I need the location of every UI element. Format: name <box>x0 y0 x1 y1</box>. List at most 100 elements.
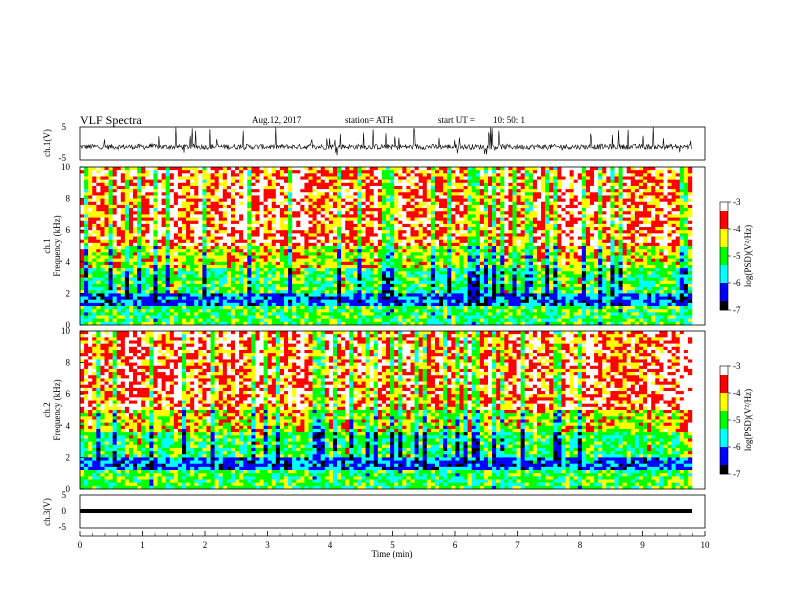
spectrogram-cell <box>447 208 452 212</box>
spectrogram-cell <box>471 252 476 256</box>
spectrogram-cell <box>161 167 166 171</box>
spectrogram-cell <box>328 296 334 300</box>
spectrogram-cell <box>471 290 476 294</box>
spectrogram-cell <box>373 220 379 225</box>
spectrogram-cell <box>386 192 391 196</box>
spectrogram-cell <box>186 318 191 323</box>
spectrogram-cell <box>471 302 476 307</box>
spectrogram-cell <box>165 280 170 285</box>
spectrogram-cell <box>259 201 264 206</box>
spectrogram-cell <box>141 277 146 281</box>
spectrogram-cell <box>255 227 260 231</box>
spectrogram-cell <box>345 306 350 310</box>
spectrogram-cell <box>357 264 362 269</box>
spectrogram-cell <box>194 239 199 244</box>
spectrogram-cell <box>304 170 309 174</box>
spectrogram-cell <box>210 198 215 202</box>
spectrogram-cell <box>430 179 436 183</box>
spectrogram-cell <box>308 182 313 187</box>
spectrogram-cell <box>202 239 207 244</box>
spectrogram-cell <box>398 274 403 278</box>
spectrogram-cell <box>398 173 403 177</box>
spectrogram-cell <box>104 287 109 291</box>
spectrogram-cell <box>377 214 383 218</box>
spectrogram-cell <box>210 306 215 310</box>
spectrogram-cell <box>88 321 93 326</box>
spectrogram-cell <box>153 192 158 196</box>
spectrogram-cell <box>455 230 460 234</box>
spectrogram-cell <box>284 264 289 269</box>
spectrogram-cell <box>365 214 370 218</box>
spectrogram-cell <box>451 182 456 187</box>
spectrogram-cell <box>381 220 387 225</box>
spectrogram-cell <box>475 299 481 304</box>
spectrogram-cell <box>483 192 489 196</box>
spectrogram-cell <box>451 195 456 199</box>
spectrogram-cell <box>230 242 236 247</box>
spectrogram-cell <box>316 236 321 240</box>
spectrogram-cell <box>165 217 170 221</box>
spectrogram-cell <box>214 274 219 278</box>
spectrogram-cell <box>434 293 440 297</box>
spectrogram-cell <box>434 198 440 202</box>
spectrogram-cell <box>124 220 130 225</box>
spectrogram-cell <box>390 179 395 183</box>
spectrogram-cell <box>341 170 346 174</box>
spectrogram-cell <box>124 318 130 323</box>
spectrogram-cell <box>304 239 309 244</box>
spectrogram-cell <box>186 290 191 294</box>
spectrogram-cell <box>157 271 162 275</box>
spectrogram-cell <box>161 170 166 174</box>
spectrogram-cell <box>296 239 301 244</box>
spectrogram-cell <box>292 227 297 231</box>
spectrogram-cell <box>434 214 440 218</box>
spectrogram-cell <box>410 201 415 206</box>
spectrogram-cell <box>182 312 187 316</box>
spectrogram-cell <box>141 182 146 187</box>
spectrogram-cell <box>341 185 346 190</box>
spectrogram-cell <box>304 268 309 272</box>
spectrogram-cell <box>398 296 403 300</box>
spectrogram-cell <box>337 204 342 209</box>
spectrogram-cell <box>394 290 399 294</box>
spectrogram-cell <box>96 220 101 225</box>
spectrogram-cell <box>479 217 485 221</box>
spectrogram-cell <box>251 170 256 174</box>
spectrogram-cell <box>459 220 464 225</box>
spectrogram-cell <box>463 185 468 190</box>
spectrogram-cell <box>104 309 109 313</box>
spectrogram-cell <box>128 173 134 177</box>
spectrogram-cell <box>92 277 97 281</box>
spectrogram-cell <box>169 230 175 234</box>
spectrogram-cell <box>80 252 85 256</box>
spectrogram-cell <box>112 214 117 218</box>
spectrogram-cell <box>92 283 97 288</box>
spectrogram-cell <box>426 258 432 262</box>
spectrogram-cell <box>243 236 248 240</box>
spectrogram-cell <box>80 220 85 225</box>
spectrogram-cell <box>390 242 395 247</box>
spectrogram-cell <box>324 195 330 199</box>
spectrogram-cell <box>112 179 117 183</box>
spectrogram-cell <box>112 277 117 281</box>
spectrogram-cell <box>402 255 407 259</box>
spectrogram-cell <box>398 249 403 253</box>
spectrogram-cell <box>198 261 203 266</box>
spectrogram-cell <box>308 176 313 180</box>
spectrogram-cell <box>116 280 121 285</box>
spectrogram-cell <box>353 258 358 262</box>
spectrogram-cell <box>414 280 419 285</box>
spectrogram-cell <box>479 264 485 269</box>
spectrogram-cell <box>218 258 223 262</box>
spectrogram-cell <box>112 264 117 269</box>
spectrogram-cell <box>173 268 179 272</box>
spectrogram-cell <box>157 296 162 300</box>
spectrogram-cell <box>190 290 195 294</box>
spectrogram-cell <box>202 306 207 310</box>
spectrogram-cell <box>88 277 93 281</box>
spectrogram-cell <box>316 261 321 266</box>
spectrogram-cell <box>198 252 203 256</box>
spectrogram-cell <box>190 242 195 247</box>
spectrogram-cell <box>345 271 350 275</box>
